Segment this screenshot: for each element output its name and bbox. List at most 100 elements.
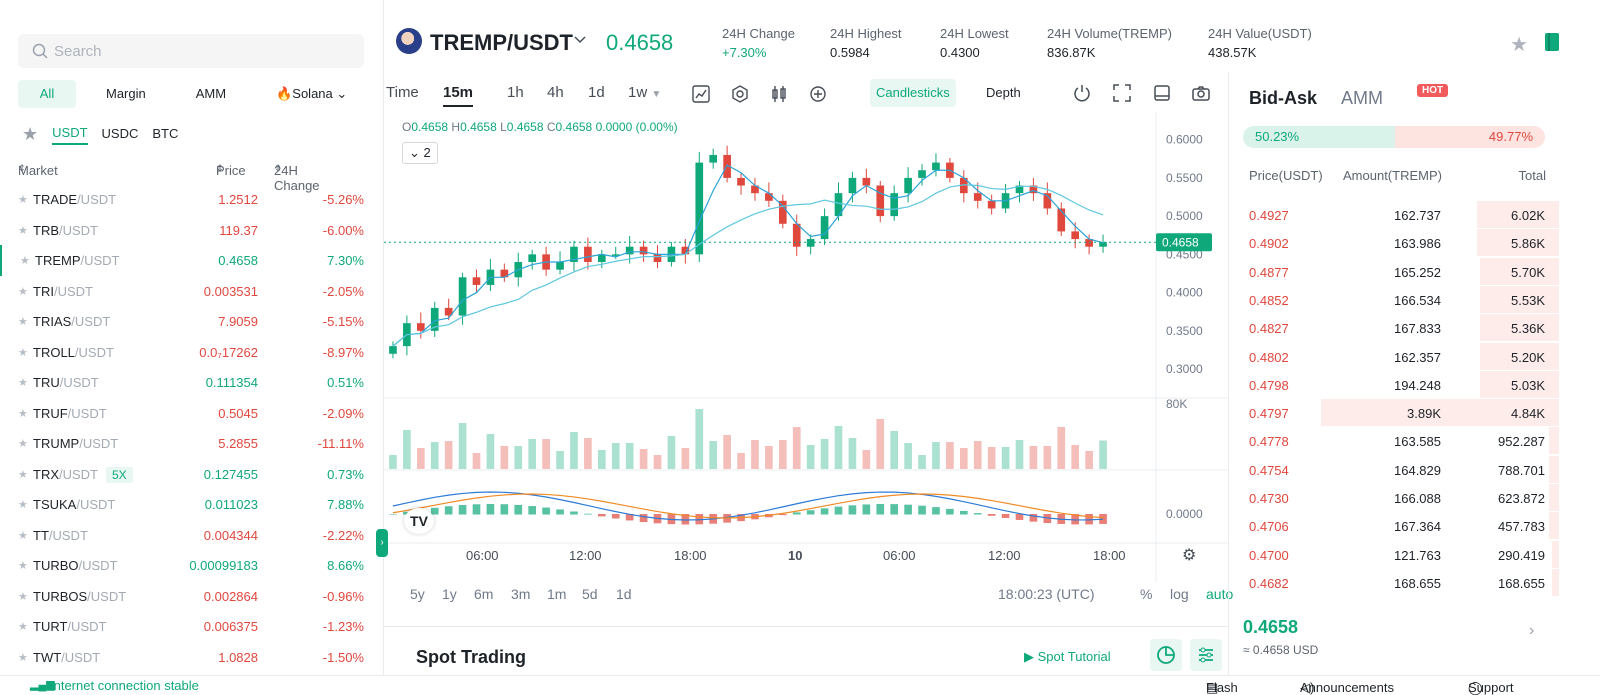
star-icon[interactable]: ★ — [18, 194, 28, 206]
power-icon[interactable] — [1073, 84, 1091, 102]
market-row[interactable]: ★ TRB/USDT 119.37 -6.00% — [0, 215, 383, 246]
star-icon[interactable]: ★ — [18, 438, 28, 450]
star-icon[interactable]: ★ — [18, 529, 28, 542]
indicator-icon[interactable] — [692, 85, 710, 103]
star-icon[interactable]: ★ — [18, 560, 28, 572]
price-chart[interactable]: 0.60000.55000.50000.45000.40000.35000.30… — [384, 112, 1228, 582]
star-icon[interactable]: ★ — [20, 255, 30, 267]
timeframe-1h[interactable]: 1h — [507, 84, 524, 101]
drawer-handle-icon[interactable]: › — [376, 529, 388, 557]
star-icon[interactable]: ★ — [18, 316, 28, 328]
market-base: TREMP — [35, 253, 81, 268]
ask-row[interactable]: 0.4827 167.833 5.36K — [1229, 313, 1559, 342]
tab-bid-ask[interactable]: Bid-Ask — [1249, 88, 1318, 108]
range-5y[interactable]: 5y — [410, 586, 425, 602]
layout-icon[interactable] — [1153, 84, 1171, 102]
spot-tutorial-link[interactable]: ▶ Spot Tutorial — [1024, 649, 1111, 665]
ask-row[interactable]: 0.4852 166.534 5.53K — [1229, 285, 1559, 314]
ask-row[interactable]: 0.4797 3.89K 4.84K — [1229, 398, 1559, 427]
fullscreen-icon[interactable] — [1113, 84, 1131, 102]
ask-row[interactable]: 0.4778 163.585 952.287 — [1229, 426, 1559, 455]
settings-icon[interactable] — [731, 85, 749, 103]
range-1d[interactable]: 1d — [616, 586, 632, 602]
star-icon[interactable]: ★ — [18, 346, 28, 359]
timeframe-time[interactable]: Time — [386, 84, 419, 101]
timeframe-1d[interactable]: 1d — [588, 84, 605, 101]
star-icon[interactable]: ★ — [18, 468, 28, 481]
tab-usdc[interactable]: USDC — [101, 125, 139, 141]
market-row[interactable]: ★ TRUF/USDT 0.5045 -2.09% — [0, 398, 383, 429]
auto-toggle[interactable]: auto — [1206, 586, 1234, 602]
chevron-right-icon[interactable]: › — [1529, 622, 1535, 639]
star-icon[interactable]: ★ — [18, 224, 28, 237]
ask-row[interactable]: 0.4682 168.655 168.655 — [1229, 568, 1559, 597]
volume-bar — [639, 449, 648, 469]
timeframe-4h[interactable]: 4h — [547, 84, 564, 101]
spot-trading-title[interactable]: Spot Trading — [416, 647, 526, 667]
chevron-down-icon[interactable] — [574, 36, 586, 44]
tab-solana[interactable]: 🔥Solana ⌄ — [256, 80, 367, 108]
chart-area[interactable]: 0.6000 0.5500 0.5000 0.4500 0.4000 0.3500 0.30… — [376, 112, 1233, 607]
add-circle-icon[interactable] — [809, 85, 827, 103]
tab-btc[interactable]: BTC — [152, 125, 179, 141]
view-candlesticks[interactable]: Candlesticks — [870, 79, 956, 107]
ask-row[interactable]: 0.4706 167.364 457.783 — [1229, 511, 1559, 540]
star-icon[interactable]: ★ — [18, 407, 28, 420]
market-row[interactable]: ★ TRX/USDT 5X 0.127455 0.73% — [0, 459, 383, 490]
star-icon[interactable]: ★ — [18, 590, 28, 603]
star-icon[interactable]: ★ — [18, 651, 28, 664]
star-icon[interactable]: ★ — [18, 621, 28, 633]
tab-usdt[interactable]: USDT — [52, 125, 88, 145]
favorites-star-icon[interactable]: ★ — [22, 124, 39, 144]
market-row[interactable]: ★ TRIAS/USDT 7.9059 -5.15% — [0, 306, 383, 337]
star-icon[interactable]: ★ — [18, 285, 28, 298]
view-depth[interactable]: Depth — [986, 85, 1021, 100]
star-icon[interactable]: ★ — [18, 377, 28, 389]
market-row[interactable]: ★ TROLL/USDT 0.0₇17262 -8.97% — [0, 337, 383, 368]
ask-row[interactable]: 0.4730 166.088 623.872 — [1229, 483, 1559, 512]
pair-name[interactable]: TREMP/USDT — [430, 30, 573, 55]
market-row[interactable]: ★ TRI/USDT 0.003531 -2.05% — [0, 276, 383, 307]
pie-chart-icon[interactable] — [1150, 639, 1182, 671]
volume-bar — [723, 435, 731, 469]
ask-row[interactable]: 0.4754 164.829 788.701 — [1229, 455, 1559, 484]
gear-icon[interactable]: ⚙ — [1182, 545, 1196, 564]
favorite-star-icon[interactable]: ★ — [1510, 34, 1528, 56]
timeframe-1w[interactable]: 1w ▼ — [628, 84, 661, 101]
filter-sliders-icon[interactable] — [1190, 639, 1222, 671]
percent-toggle[interactable]: % — [1140, 586, 1153, 602]
market-row[interactable]: ★ TSUKA/USDT 0.011023 7.88% — [0, 489, 383, 520]
tab-all[interactable]: All — [18, 80, 76, 108]
range-3m[interactable]: 3m — [511, 586, 531, 602]
range-6m[interactable]: 6m — [474, 586, 494, 602]
range-1m[interactable]: 1m — [547, 586, 567, 602]
market-row[interactable]: ★ TREMP/USDT 0.4658 7.30% — [0, 245, 383, 276]
range-5d[interactable]: 5d — [582, 586, 598, 602]
ask-row[interactable]: 0.4802 162.357 5.20K — [1229, 342, 1559, 371]
indicator-toggle[interactable]: ⌄ 2 — [402, 142, 438, 164]
market-row[interactable]: ★ TRUMP/USDT 5.2855 -11.11% — [0, 428, 383, 459]
star-icon[interactable]: ★ — [18, 499, 28, 511]
market-row[interactable]: ★ TRADE/USDT 1.2512 -5.26% — [0, 184, 383, 215]
market-row[interactable]: ★ TURBOS/USDT 0.002864 -0.96% — [0, 581, 383, 612]
ask-row[interactable]: 0.4798 194.248 5.03K — [1229, 370, 1559, 399]
market-row[interactable]: ★ TWT/USDT 1.0828 -1.50% — [0, 642, 383, 673]
ask-row[interactable]: 0.4927 162.737 6.02K — [1229, 200, 1559, 229]
candle-type-icon[interactable] — [770, 85, 788, 103]
timeframe-15m[interactable]: 15m — [443, 84, 474, 107]
ask-row[interactable]: 0.4902 163.986 5.86K — [1229, 228, 1559, 257]
log-toggle[interactable]: log — [1170, 586, 1189, 602]
ask-row[interactable]: 0.4700 121.763 290.419 — [1229, 540, 1559, 569]
market-row[interactable]: ★ TT/USDT 0.004344 -2.22% — [0, 520, 383, 551]
range-1y[interactable]: 1y — [442, 586, 457, 602]
camera-icon[interactable] — [1192, 84, 1210, 102]
tab-margin[interactable]: Margin — [106, 86, 146, 101]
ask-row[interactable]: 0.4877 165.252 5.70K — [1229, 257, 1559, 286]
market-row[interactable]: ★ TRU/USDT 0.111354 0.51% — [0, 367, 383, 398]
book-icon[interactable] — [1544, 32, 1560, 52]
market-row[interactable]: ★ TURT/USDT 0.006375 -1.23% — [0, 611, 383, 642]
tab-amm[interactable]: AMM — [1341, 88, 1383, 108]
search-input[interactable]: Search — [18, 34, 364, 68]
market-row[interactable]: ★ TURBO/USDT 0.00099183 8.66% — [0, 550, 383, 581]
tab-amm[interactable]: AMM — [195, 86, 227, 101]
